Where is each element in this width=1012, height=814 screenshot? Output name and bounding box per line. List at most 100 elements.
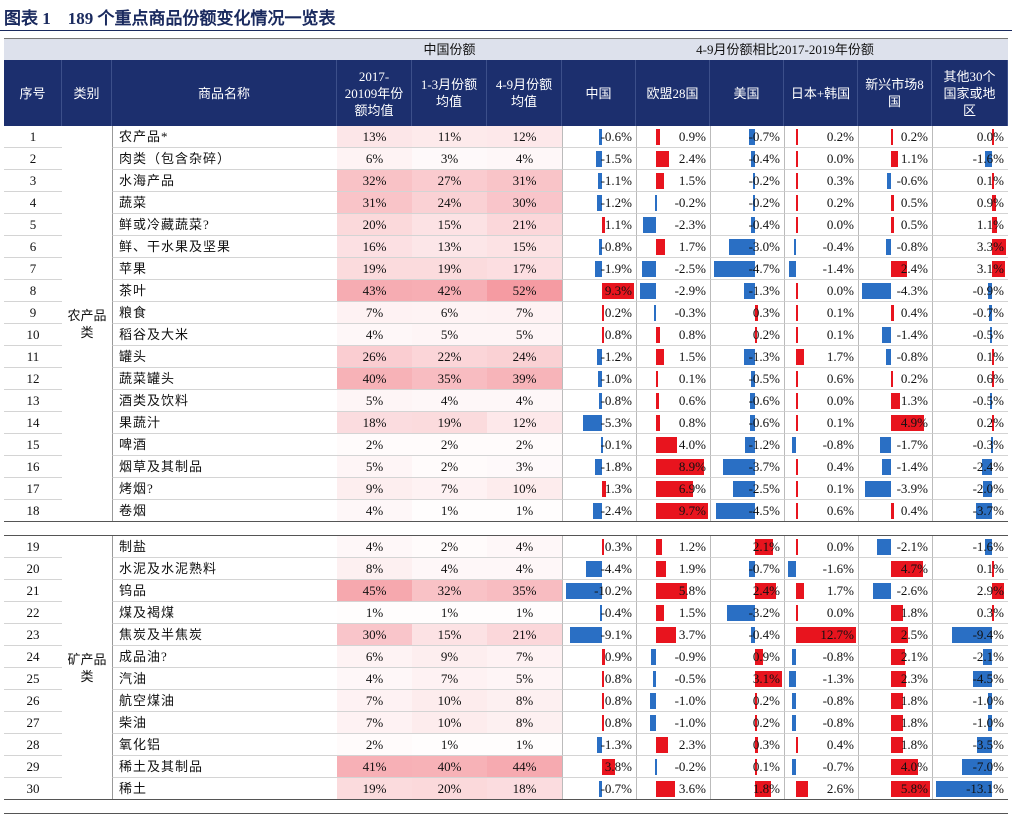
- change-value: -4.5%: [972, 671, 1004, 686]
- change-value: 0.2%: [976, 415, 1004, 430]
- data-bar: [885, 239, 891, 255]
- share-cell: 1%: [412, 500, 487, 522]
- column-header: 1-3月份额均值: [412, 60, 487, 126]
- share-cell: 32%: [412, 580, 487, 602]
- change-value: -0.7%: [822, 759, 854, 774]
- change-cell: -0.8%: [858, 236, 932, 258]
- change-cell: 0.6%: [932, 368, 1008, 390]
- row-number: 8: [4, 280, 62, 302]
- change-value: -9.1%: [600, 627, 632, 642]
- change-cell: 0.4%: [858, 302, 932, 324]
- data-bar: [989, 327, 992, 343]
- change-cell: 8.9%: [636, 456, 710, 478]
- item-name: 卷烟: [112, 500, 337, 522]
- data-bar: [754, 693, 757, 709]
- item-name: 肉类（包含杂碎）: [112, 148, 337, 170]
- share-cell: 15%: [412, 624, 487, 646]
- change-cell: 1.5%: [636, 170, 710, 192]
- share-cell: 1%: [412, 734, 487, 756]
- item-name: 蔬菜罐头: [112, 368, 337, 390]
- data-bar: [795, 503, 799, 519]
- row-number: 23: [4, 624, 62, 646]
- change-value: -0.1%: [600, 437, 632, 452]
- data-bar: [885, 349, 891, 365]
- share-cell: 12%: [487, 412, 562, 434]
- change-cell: -4.7%: [710, 258, 784, 280]
- change-value: 0.4%: [900, 503, 928, 518]
- change-value: 0.5%: [900, 195, 928, 210]
- change-cell: 0.2%: [932, 412, 1008, 434]
- change-value: 9.7%: [678, 503, 706, 518]
- share-cell: 35%: [487, 580, 562, 602]
- change-value: 0.4%: [826, 459, 854, 474]
- share-cell: 15%: [487, 236, 562, 258]
- data-bar: [751, 627, 755, 643]
- data-bar: [597, 173, 602, 189]
- data-bar: [654, 305, 657, 321]
- data-bar: [754, 781, 771, 797]
- change-cell: -1.0%: [932, 712, 1008, 734]
- data-bar: [598, 239, 602, 255]
- change-cell: 3.1%: [710, 668, 784, 690]
- data-bar: [586, 561, 602, 577]
- change-value: 0.2%: [752, 327, 780, 342]
- change-value: -1.6%: [972, 151, 1004, 166]
- change-value: 0.8%: [604, 693, 632, 708]
- change-value: -0.6%: [896, 173, 928, 188]
- share-cell: 1%: [487, 602, 562, 624]
- data-bar: [601, 649, 605, 665]
- change-cell: 0.2%: [710, 324, 784, 346]
- data-bar: [749, 393, 755, 409]
- share-cell: 40%: [412, 756, 487, 778]
- data-bar: [754, 759, 757, 775]
- change-cell: 3.3%: [932, 236, 1008, 258]
- item-name: 稻谷及大米: [112, 324, 337, 346]
- change-cell: -2.3%: [636, 214, 710, 236]
- change-cell: 0.0%: [932, 126, 1008, 148]
- change-value: 0.0%: [826, 605, 854, 620]
- data-bar: [862, 283, 891, 299]
- change-cell: 4.9%: [858, 412, 932, 434]
- change-cell: 0.0%: [784, 390, 858, 412]
- data-bar: [791, 715, 796, 731]
- data-bar: [890, 415, 924, 431]
- change-value: 0.2%: [826, 195, 854, 210]
- data-bar: [655, 503, 708, 519]
- item-name: 成品油?: [112, 646, 337, 668]
- change-value: -13.1%: [966, 781, 1004, 796]
- data-bar: [650, 715, 656, 731]
- data-bar: [864, 481, 891, 497]
- change-value: 1.1%: [900, 151, 928, 166]
- change-value: -2.5%: [748, 481, 780, 496]
- change-value: -3.9%: [896, 481, 928, 496]
- change-cell: -1.3%: [710, 346, 784, 368]
- change-cell: 0.8%: [636, 324, 710, 346]
- change-cell: 2.1%: [710, 536, 784, 558]
- share-cell: 9%: [412, 646, 487, 668]
- data-bar: [991, 605, 994, 621]
- data-bar: [795, 539, 798, 555]
- data-bar: [991, 561, 994, 577]
- change-cell: 0.6%: [784, 368, 858, 390]
- change-cell: -2.5%: [636, 258, 710, 280]
- share-cell: 6%: [337, 646, 412, 668]
- change-cell: -1.3%: [562, 734, 636, 756]
- data-bar: [890, 195, 895, 211]
- data-bar: [601, 327, 605, 343]
- change-value: 0.4%: [900, 305, 928, 320]
- change-cell: -0.7%: [710, 126, 784, 148]
- share-cell: 2%: [412, 434, 487, 456]
- data-bar: [655, 151, 669, 167]
- data-bar: [754, 715, 757, 731]
- data-bar: [795, 459, 798, 475]
- change-value: 2.4%: [900, 261, 928, 276]
- change-cell: -0.8%: [784, 646, 858, 668]
- change-cell: 0.1%: [932, 558, 1008, 580]
- change-value: -0.7%: [748, 129, 780, 144]
- group-header: 4-9月份额相比2017-2019年份额: [696, 41, 874, 57]
- row-number: 1: [4, 126, 62, 148]
- change-value: -0.4%: [748, 627, 780, 642]
- change-cell: -0.9%: [636, 646, 710, 668]
- data-bar: [795, 151, 798, 167]
- change-cell: 1.5%: [636, 602, 710, 624]
